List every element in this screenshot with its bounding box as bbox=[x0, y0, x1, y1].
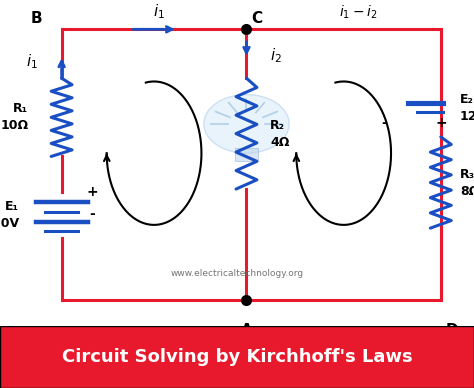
Text: B: B bbox=[31, 11, 43, 26]
Text: $i_1 - i_2$: $i_1 - i_2$ bbox=[338, 3, 377, 21]
Text: A: A bbox=[241, 323, 252, 338]
Text: C: C bbox=[251, 11, 262, 26]
Text: R₃
8Ω: R₃ 8Ω bbox=[460, 168, 474, 197]
Text: +: + bbox=[87, 185, 98, 199]
FancyBboxPatch shape bbox=[235, 148, 258, 161]
Text: www.electricaltechnology.org: www.electricaltechnology.org bbox=[171, 269, 303, 278]
Text: E₂
12V: E₂ 12V bbox=[460, 93, 474, 123]
Circle shape bbox=[204, 95, 289, 153]
Text: $i_1$: $i_1$ bbox=[26, 53, 38, 71]
Text: Circuit Solving by Kirchhoff's Laws: Circuit Solving by Kirchhoff's Laws bbox=[62, 348, 412, 366]
Text: -: - bbox=[90, 207, 95, 222]
Text: R₂
4Ω: R₂ 4Ω bbox=[270, 119, 290, 149]
Text: $i_1$: $i_1$ bbox=[153, 2, 165, 21]
Text: $i_2$: $i_2$ bbox=[270, 46, 282, 65]
Text: R₁
10Ω: R₁ 10Ω bbox=[0, 102, 28, 132]
Text: -: - bbox=[381, 116, 387, 130]
Text: E₁
20V: E₁ 20V bbox=[0, 200, 19, 230]
FancyBboxPatch shape bbox=[0, 326, 474, 388]
Text: D: D bbox=[446, 323, 458, 338]
Text: +: + bbox=[435, 116, 447, 130]
